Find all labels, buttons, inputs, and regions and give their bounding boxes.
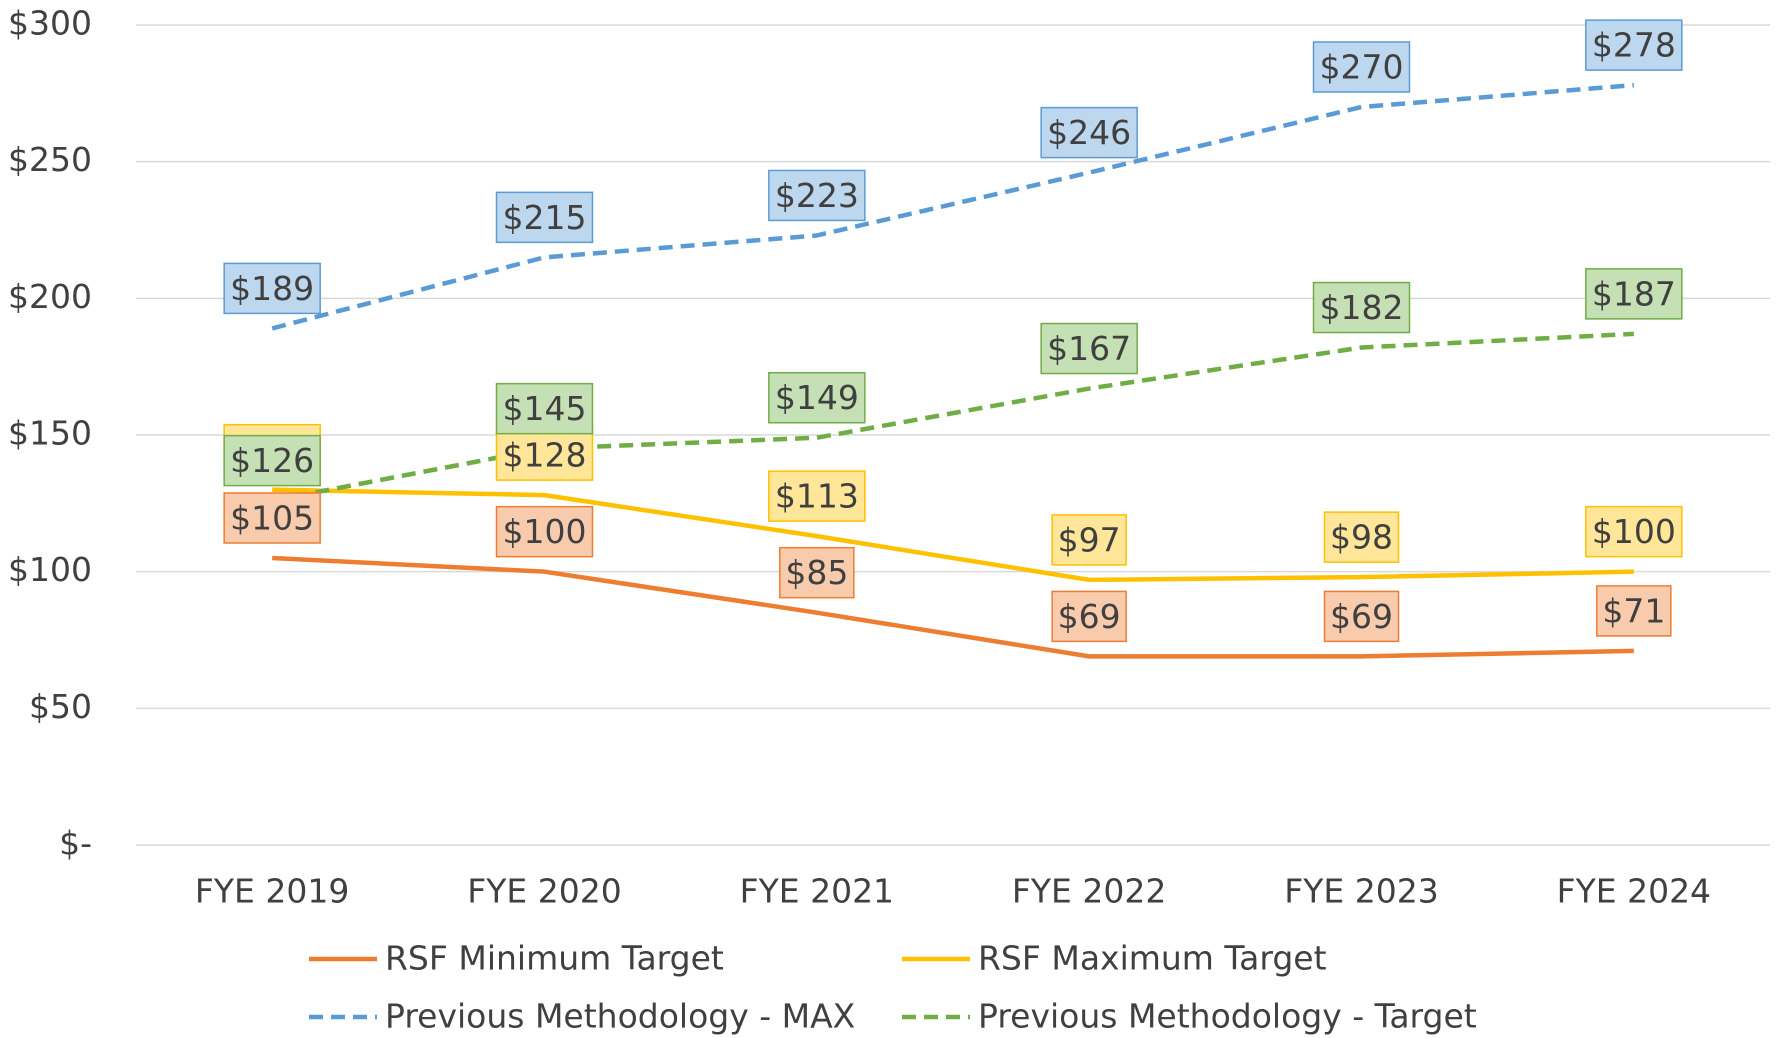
data-label: $149 xyxy=(768,371,866,424)
data-label-text: $182 xyxy=(1320,288,1404,327)
data-label-text: $98 xyxy=(1330,518,1393,557)
data-label: $97 xyxy=(1051,514,1127,566)
data-label-text: $113 xyxy=(775,477,859,516)
data-label-box xyxy=(495,382,594,435)
data-label-text: $100 xyxy=(1592,512,1676,551)
data-label-box xyxy=(1596,585,1672,637)
data-label-text: $215 xyxy=(503,198,587,237)
data-label: $278 xyxy=(1585,19,1683,71)
y-tick-label: $50 xyxy=(29,687,92,726)
legend-label: RSF Maximum Target xyxy=(978,939,1327,978)
data-label-text: $145 xyxy=(503,389,587,428)
data-label: $223 xyxy=(768,169,866,222)
data-label-text: $71 xyxy=(1602,591,1665,630)
data-label-text: $85 xyxy=(785,553,848,592)
data-label-box xyxy=(1323,590,1400,643)
x-tick-label: FYE 2023 xyxy=(1284,872,1438,911)
y-tick-label: $- xyxy=(59,824,92,863)
data-label: $215 xyxy=(495,191,594,244)
data-label-box xyxy=(223,434,321,487)
y-tick-label: $300 xyxy=(8,4,92,43)
data-label-text: $126 xyxy=(230,441,314,480)
data-label-box xyxy=(495,191,594,244)
legend-label: Previous Methodology - MAX xyxy=(385,997,855,1036)
series-line xyxy=(271,82,1635,331)
data-label-box xyxy=(1585,268,1683,320)
data-label-box xyxy=(1040,322,1138,375)
data-label: $189 xyxy=(223,262,321,315)
y-tick-label: $100 xyxy=(8,550,92,589)
data-label-box xyxy=(223,262,321,315)
data-label-box xyxy=(1051,590,1127,643)
data-label-text: $69 xyxy=(1330,597,1393,636)
data-label-box xyxy=(768,169,866,222)
data-label: $113 xyxy=(768,470,866,522)
data-label-text: $97 xyxy=(1058,520,1121,559)
x-tick-label: FYE 2019 xyxy=(195,872,349,911)
data-label: $69 xyxy=(1051,590,1127,643)
data-label: $98 xyxy=(1323,511,1400,563)
y-tick-label: $200 xyxy=(8,277,92,316)
x-tick-label: FYE 2024 xyxy=(1557,872,1711,911)
series-line xyxy=(272,555,1634,659)
data-label-box xyxy=(1323,511,1400,563)
data-label-box xyxy=(1585,505,1683,558)
data-label-text: $223 xyxy=(775,176,859,215)
data-label: $246 xyxy=(1040,106,1138,159)
data-label: $71 xyxy=(1596,585,1672,637)
data-label-box xyxy=(779,546,855,599)
x-tick-label: FYE 2021 xyxy=(740,872,894,911)
data-label-text: $149 xyxy=(775,378,859,417)
x-tick-label: FYE 2020 xyxy=(467,872,621,911)
series-line xyxy=(271,331,1634,503)
data-label-box xyxy=(768,470,866,522)
data-label-box xyxy=(1312,41,1411,93)
data-label-box xyxy=(223,492,321,544)
data-label: $167 xyxy=(1040,322,1138,375)
data-label-text: $100 xyxy=(503,512,587,551)
data-label: $105 xyxy=(223,492,321,544)
data-label-box xyxy=(1040,106,1138,159)
data-label-box xyxy=(495,505,594,558)
data-label: $128 xyxy=(495,429,594,481)
data-label: $69 xyxy=(1323,590,1400,643)
x-tick-label: FYE 2022 xyxy=(1012,872,1166,911)
data-label-text: $270 xyxy=(1320,48,1404,87)
data-label-text: $278 xyxy=(1592,26,1676,65)
data-label-box xyxy=(1585,19,1683,71)
data-label-text: $167 xyxy=(1047,329,1131,368)
data-label-text: $187 xyxy=(1592,274,1676,313)
data-label: $126 xyxy=(223,434,321,487)
data-label-text: $189 xyxy=(230,269,314,308)
data-label-text: $128 xyxy=(503,436,587,475)
data-label: $145 xyxy=(495,382,594,435)
legend-label: Previous Methodology - Target xyxy=(978,997,1477,1036)
data-label: $182 xyxy=(1312,281,1411,334)
y-tick-label: $250 xyxy=(8,140,92,179)
data-label-box xyxy=(1312,281,1411,334)
legend-label: RSF Minimum Target xyxy=(385,939,724,978)
data-label: $187 xyxy=(1585,268,1683,320)
data-label: $100 xyxy=(495,505,594,558)
y-tick-label: $150 xyxy=(8,414,92,453)
data-label: $85 xyxy=(779,546,855,599)
data-label-box xyxy=(1051,514,1127,566)
data-label: $100 xyxy=(1585,505,1683,558)
data-label-text: $246 xyxy=(1047,113,1131,152)
data-label-box xyxy=(768,371,866,424)
data-label: $270 xyxy=(1312,41,1411,93)
data-label-text: $69 xyxy=(1058,597,1121,636)
series-line xyxy=(272,487,1634,583)
data-label-text: $105 xyxy=(230,499,314,538)
